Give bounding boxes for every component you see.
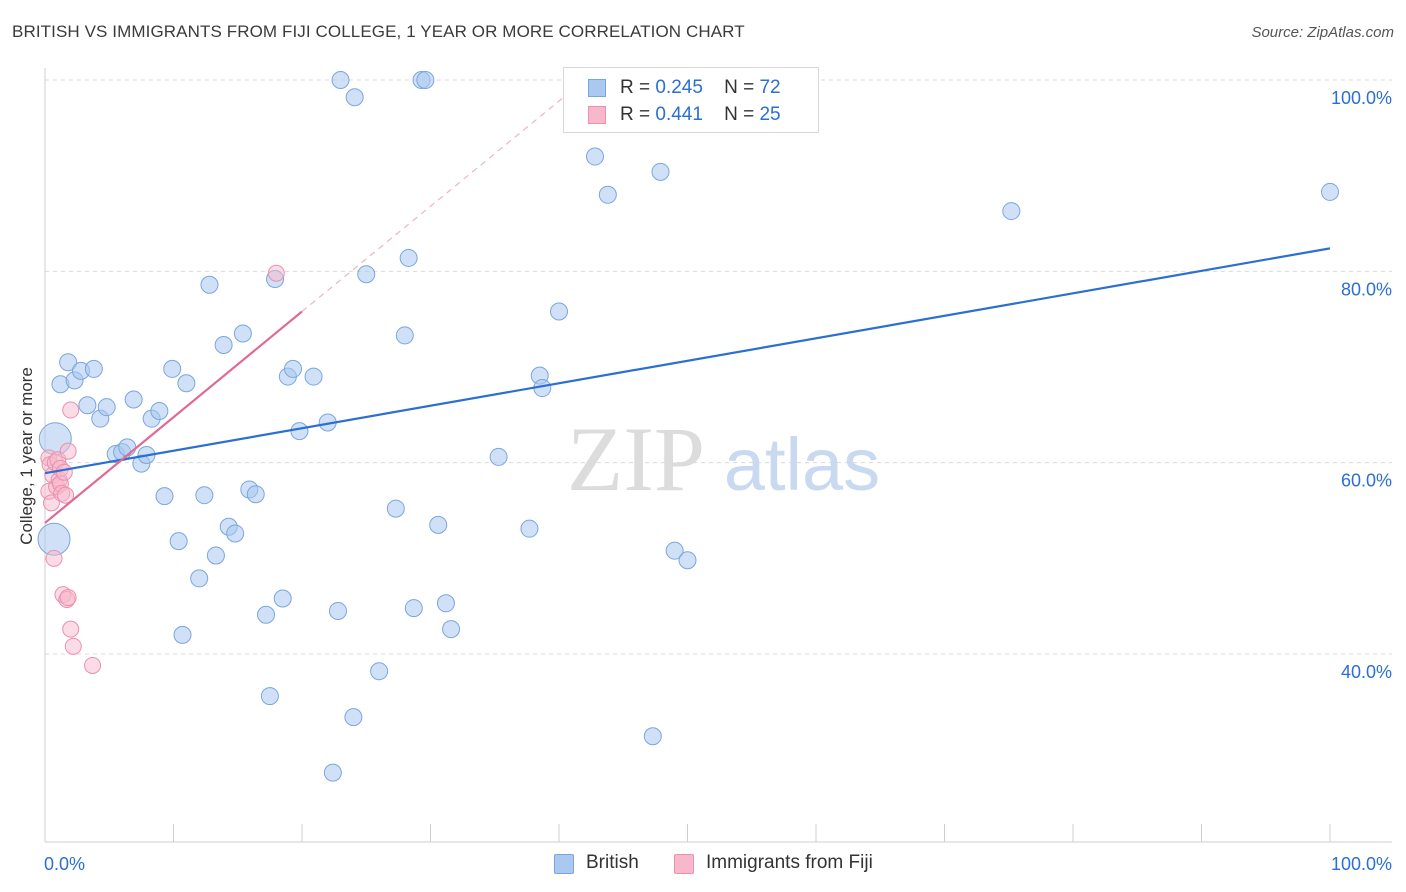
british-point (1002, 202, 1021, 221)
y-tick-label-40: 40.0% (1341, 662, 1392, 682)
fiji-n-value: 25 (759, 104, 781, 125)
british-point (331, 71, 350, 89)
british-point (214, 335, 233, 354)
fiji-point (57, 486, 75, 504)
british-point (436, 594, 455, 613)
british-point (273, 589, 292, 608)
fiji-point (59, 442, 77, 460)
watermark-zip: ZIP (567, 408, 705, 510)
british-point (84, 359, 103, 378)
british-point (59, 353, 78, 372)
british-point (416, 71, 435, 89)
legend-british-swatch (554, 854, 574, 874)
british-point (665, 541, 684, 560)
british-point (386, 499, 405, 518)
british-point (550, 302, 568, 321)
tick-labels: 40.0% 60.0% 80.0% 100.0% 0.0% 100.0% (44, 88, 1392, 874)
fiji-point (62, 401, 80, 419)
british-n-value: 72 (759, 77, 781, 98)
british-point (370, 662, 389, 681)
legend-fiji-label: Immigrants from Fiji (706, 852, 873, 873)
british-r-label: R = (620, 77, 651, 98)
british-point (226, 524, 245, 543)
legend-fiji-swatch (674, 854, 694, 874)
points-layer (37, 71, 1339, 782)
british-point (304, 367, 323, 386)
british-point (678, 551, 697, 570)
fiji-trend-extension (301, 79, 586, 312)
british-point (195, 486, 214, 505)
british-point (284, 359, 303, 378)
y-tick-label-80: 80.0% (1341, 279, 1392, 299)
fiji-point (62, 620, 80, 638)
british-point (520, 519, 539, 538)
british-point (155, 487, 174, 506)
fiji-trend-line (44, 310, 303, 524)
british-point (1321, 182, 1339, 201)
british-point (257, 605, 276, 624)
british-point (169, 532, 188, 551)
stats-legend: R = 0.245 N = 72 R = 0.441 N = 25 (563, 67, 819, 133)
fiji-point (84, 656, 102, 674)
british-point (206, 546, 225, 565)
british-point (429, 515, 448, 534)
british-point (442, 620, 461, 639)
watermark: ZIP atlas (567, 408, 880, 510)
fiji-r-value: 0.441 (655, 104, 703, 125)
british-point (598, 185, 617, 204)
british-point (150, 402, 169, 421)
british-point (260, 687, 279, 706)
british-trend-line (44, 247, 1331, 475)
british-point (118, 438, 137, 457)
british-point (399, 248, 418, 267)
british-point (78, 396, 97, 415)
british-r-value: 0.245 (655, 77, 703, 98)
axis-layer (44, 68, 1392, 843)
fiji-swatch (588, 106, 606, 124)
fiji-point (45, 549, 63, 567)
british-point (323, 763, 342, 782)
fiji-n-label: N = (724, 104, 755, 125)
british-point (404, 599, 423, 618)
chart-title: BRITISH VS IMMIGRANTS FROM FIJI COLLEGE,… (12, 22, 745, 41)
british-point (643, 727, 662, 746)
watermark-atlas: atlas (724, 423, 880, 506)
legend-british-label: British (586, 852, 639, 873)
fiji-r-label: R = (620, 104, 651, 125)
british-point (344, 708, 363, 727)
y-tick-label-100: 100.0% (1331, 88, 1392, 108)
british-point (395, 326, 414, 345)
fiji-point (55, 463, 73, 481)
x-tick-label-min: 0.0% (44, 854, 85, 874)
fiji-point (64, 637, 82, 655)
british-n-label: N = (724, 77, 755, 98)
british-point (124, 390, 143, 409)
fiji-point (267, 264, 285, 282)
british-point (357, 265, 376, 284)
british-point (173, 625, 192, 644)
british-point (246, 485, 265, 504)
british-point (190, 569, 209, 588)
grid-layer (45, 79, 1392, 655)
british-point (97, 398, 116, 417)
british-point (328, 601, 347, 620)
fiji-point (59, 589, 77, 607)
x-tick-label-max: 100.0% (1331, 854, 1392, 874)
british-swatch (588, 79, 606, 97)
british-point (489, 447, 508, 466)
british-point (233, 324, 252, 343)
british-point (290, 422, 309, 441)
british-point (651, 162, 670, 181)
source-label: Source: ZipAtlas.com (1251, 24, 1394, 41)
y-tick-label-60: 60.0% (1341, 471, 1392, 491)
british-point (177, 374, 196, 393)
british-point (585, 147, 604, 166)
british-point (163, 359, 182, 378)
british-point (200, 275, 219, 294)
trend-layer (44, 79, 1331, 524)
british-point (345, 88, 364, 107)
